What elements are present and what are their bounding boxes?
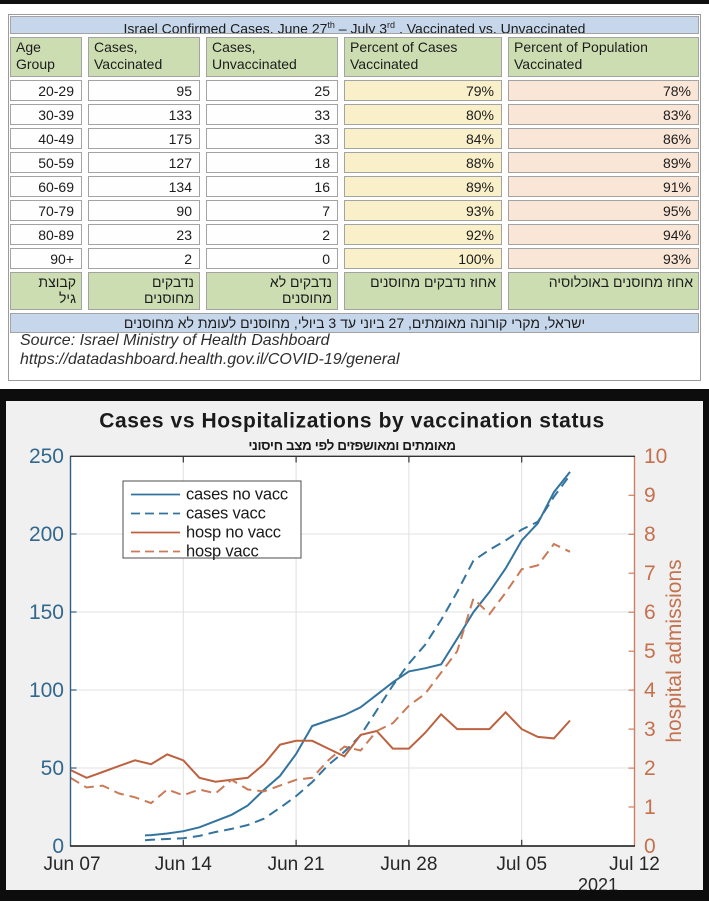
svg-text:100: 100 bbox=[29, 679, 64, 702]
svg-text:0: 0 bbox=[644, 835, 656, 858]
svg-text:Jun 21: Jun 21 bbox=[268, 854, 325, 875]
svg-text:Jun 28: Jun 28 bbox=[380, 854, 437, 875]
svg-text:hosp vacc: hosp vacc bbox=[186, 543, 259, 561]
svg-text:250: 250 bbox=[29, 445, 64, 468]
svg-text:2021: 2021 bbox=[578, 875, 618, 890]
svg-text:Jul 12: Jul 12 bbox=[609, 854, 660, 875]
svg-text:9: 9 bbox=[644, 484, 656, 507]
svg-text:0: 0 bbox=[52, 835, 64, 858]
svg-text:מאומתים ומאושפזים לפי מצב חיסו: מאומתים ומאושפזים לפי מצב חיסוני bbox=[248, 438, 455, 453]
svg-text:hospital admissions: hospital admissions bbox=[663, 559, 686, 742]
svg-text:Jun 07: Jun 07 bbox=[43, 854, 100, 875]
svg-text:150: 150 bbox=[29, 601, 64, 624]
svg-text:cases vacc: cases vacc bbox=[186, 505, 266, 523]
svg-text:200: 200 bbox=[29, 523, 64, 546]
svg-text:Cases vs Hospitalizations by v: Cases vs Hospitalizations by vaccination… bbox=[99, 410, 605, 433]
svg-text:Jul 05: Jul 05 bbox=[496, 854, 547, 875]
svg-text:5: 5 bbox=[644, 640, 656, 663]
svg-text:10: 10 bbox=[644, 445, 667, 468]
svg-text:6: 6 bbox=[644, 601, 656, 624]
svg-text:50: 50 bbox=[41, 757, 64, 780]
svg-text:cases no vacc: cases no vacc bbox=[186, 486, 288, 504]
svg-text:2: 2 bbox=[644, 757, 656, 780]
svg-text:7: 7 bbox=[644, 562, 656, 585]
svg-text:1: 1 bbox=[644, 796, 656, 819]
svg-text:8: 8 bbox=[644, 523, 656, 546]
svg-text:3: 3 bbox=[644, 718, 656, 741]
svg-text:4: 4 bbox=[644, 679, 656, 702]
svg-text:Jun 14: Jun 14 bbox=[155, 854, 212, 875]
svg-text:hosp no vacc: hosp no vacc bbox=[186, 524, 281, 542]
